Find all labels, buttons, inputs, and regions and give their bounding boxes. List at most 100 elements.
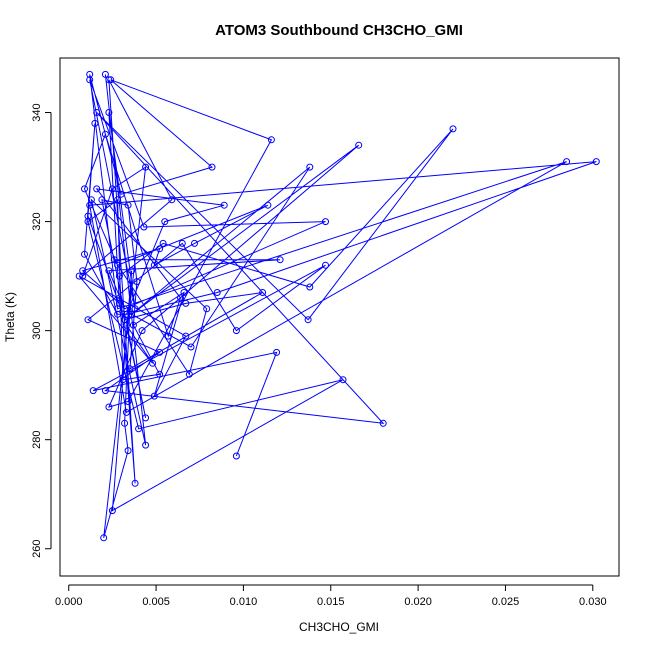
y-tick-label: 280 <box>31 431 43 449</box>
data-point <box>108 507 116 515</box>
data-point <box>108 185 116 193</box>
data-point <box>149 359 157 367</box>
data-point <box>355 141 363 149</box>
x-axis: 0.000 0.005 0.010 0.015 0.020 0.025 0.030 <box>55 584 607 608</box>
data-point <box>142 414 150 422</box>
y-axis: 260 280 300 320 340 <box>31 103 52 558</box>
series-layer <box>75 70 600 542</box>
data-point <box>131 479 139 487</box>
x-axis-label: CH3CHO_GMI <box>299 620 379 634</box>
data-point <box>105 267 113 275</box>
y-tick-label: 320 <box>31 212 43 230</box>
y-tick-label: 340 <box>31 103 43 121</box>
data-point <box>115 272 123 280</box>
data-point <box>98 196 106 204</box>
data-point <box>259 289 267 296</box>
data-point <box>161 218 169 226</box>
data-point <box>129 321 137 329</box>
data-point <box>182 332 190 340</box>
data-point <box>121 419 129 427</box>
x-tick-label: 0.000 <box>55 596 83 608</box>
data-point <box>124 201 132 209</box>
data-point <box>150 392 158 400</box>
data-point <box>339 376 347 384</box>
data-point <box>101 70 109 78</box>
data-point <box>267 136 275 144</box>
data-point <box>135 425 143 433</box>
data-point <box>121 305 129 313</box>
data-point <box>220 201 228 209</box>
data-point <box>84 212 92 220</box>
data-point <box>379 419 387 427</box>
data-point <box>89 387 97 395</box>
data-point <box>159 239 167 247</box>
data-point <box>101 130 109 138</box>
data-point <box>75 272 83 280</box>
data-point <box>87 196 95 204</box>
data-point <box>306 163 314 171</box>
y-tick-label: 300 <box>31 321 43 339</box>
data-point <box>79 272 87 280</box>
x-tick-label: 0.025 <box>492 596 520 608</box>
data-point <box>107 76 115 84</box>
data-point <box>128 310 136 318</box>
data-point <box>142 163 150 171</box>
plot-frame <box>59 57 620 577</box>
data-point <box>101 387 109 395</box>
x-tick-label: 0.030 <box>579 596 607 608</box>
data-point <box>93 185 101 193</box>
data-point <box>168 196 176 204</box>
data-point <box>232 327 240 335</box>
data-point <box>178 239 186 247</box>
data-point <box>119 376 127 384</box>
data-point <box>140 223 148 231</box>
data-point <box>91 119 99 127</box>
data-point <box>264 201 272 209</box>
data-point <box>105 403 113 411</box>
data-point <box>110 256 118 264</box>
data-point <box>115 299 123 307</box>
data-point <box>81 185 88 193</box>
data-point <box>185 370 193 378</box>
y-tick-label: 260 <box>31 540 43 558</box>
data-point <box>232 452 240 460</box>
data-point <box>563 158 571 166</box>
data-point <box>86 76 94 84</box>
data-point <box>273 348 281 356</box>
x-tick-label: 0.005 <box>142 596 170 608</box>
data-point <box>203 305 211 313</box>
data-point <box>177 294 184 302</box>
data-point <box>100 534 108 542</box>
data-point <box>156 370 164 378</box>
series-line <box>78 74 597 538</box>
data-point <box>156 348 164 356</box>
x-tick-label: 0.010 <box>230 596 258 608</box>
data-point <box>131 305 139 313</box>
data-point <box>122 408 130 416</box>
data-point <box>133 278 141 286</box>
data-point <box>117 190 125 198</box>
data-point <box>93 109 101 116</box>
data-point <box>114 196 122 204</box>
x-tick-label: 0.020 <box>404 596 432 608</box>
data-point <box>182 299 190 307</box>
data-point <box>156 245 164 253</box>
data-point <box>79 267 87 275</box>
data-point <box>322 218 329 226</box>
data-point <box>304 316 312 324</box>
x-tick-label: 0.015 <box>317 596 345 608</box>
data-point <box>142 441 150 449</box>
data-point <box>124 447 132 455</box>
data-point <box>180 289 188 296</box>
data-point <box>187 343 195 351</box>
data-point <box>164 332 172 340</box>
y-axis-label: Theta (K) <box>3 292 17 342</box>
data-point <box>322 261 329 269</box>
data-point <box>81 250 88 258</box>
data-point <box>276 256 284 264</box>
data-point <box>128 267 136 275</box>
data-point <box>208 163 216 171</box>
data-point <box>306 283 314 291</box>
